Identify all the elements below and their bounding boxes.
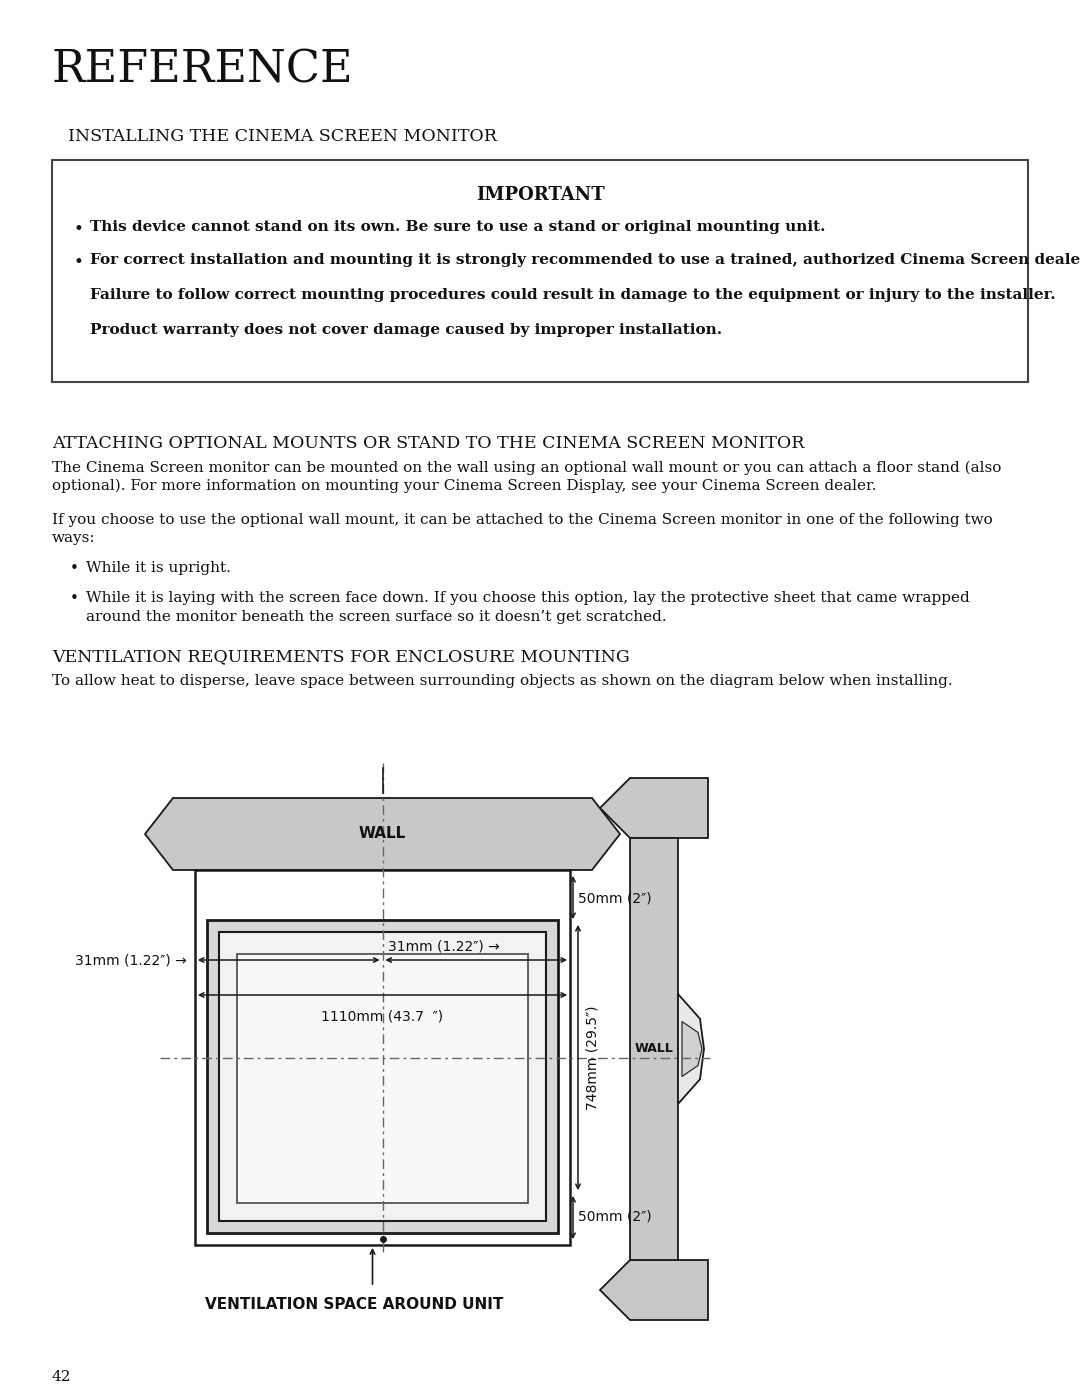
Text: VENTILATION REQUIREMENTS FOR ENCLOSURE MOUNTING: VENTILATION REQUIREMENTS FOR ENCLOSURE M… — [52, 648, 630, 665]
Text: Product warranty does not cover damage caused by improper installation.: Product warranty does not cover damage c… — [90, 323, 723, 337]
Polygon shape — [600, 778, 708, 838]
Text: •: • — [75, 219, 84, 237]
Polygon shape — [678, 995, 704, 1104]
Text: 31mm (1.22″) →: 31mm (1.22″) → — [76, 953, 187, 967]
Bar — [52, 161, 1028, 381]
Text: WALL: WALL — [635, 1042, 674, 1056]
Text: 50mm (2″): 50mm (2″) — [578, 891, 651, 905]
Text: 31mm (1.22″) →: 31mm (1.22″) → — [389, 940, 500, 954]
Text: WALL: WALL — [359, 827, 406, 841]
Text: 1110mm (43.7  ″): 1110mm (43.7 ″) — [322, 1009, 444, 1023]
Bar — [237, 954, 528, 1203]
Polygon shape — [145, 798, 620, 870]
Text: •: • — [70, 562, 79, 576]
Text: While it is upright.: While it is upright. — [86, 562, 231, 576]
Text: •: • — [75, 253, 84, 271]
Text: Failure to follow correct mounting procedures could result in damage to the equi: Failure to follow correct mounting proce… — [90, 288, 1055, 302]
Text: While it is laying with the screen face down. If you choose this option, lay the: While it is laying with the screen face … — [86, 591, 970, 605]
Bar — [207, 921, 558, 1234]
Text: VENTILATION SPACE AROUND UNIT: VENTILATION SPACE AROUND UNIT — [205, 1296, 503, 1312]
Text: INSTALLING THE CINEMA SCREEN MONITOR: INSTALLING THE CINEMA SCREEN MONITOR — [68, 129, 497, 145]
Bar — [630, 838, 678, 1260]
Bar — [195, 870, 570, 1245]
Text: This device cannot stand on its own. Be sure to use a stand or original mounting: This device cannot stand on its own. Be … — [90, 219, 825, 235]
Text: ways:: ways: — [52, 531, 96, 545]
Polygon shape — [681, 1021, 702, 1077]
Text: •: • — [70, 591, 79, 606]
Bar — [280, 876, 486, 894]
Text: 50mm (2″): 50mm (2″) — [578, 1210, 651, 1224]
Text: If you choose to use the optional wall mount, it can be attached to the Cinema S: If you choose to use the optional wall m… — [52, 513, 993, 527]
Text: optional). For more information on mounting your Cinema Screen Display, see your: optional). For more information on mount… — [52, 479, 877, 493]
Text: ATTACHING OPTIONAL MOUNTS OR STAND TO THE CINEMA SCREEN MONITOR: ATTACHING OPTIONAL MOUNTS OR STAND TO TH… — [52, 434, 805, 453]
Text: IMPORTANT: IMPORTANT — [475, 186, 605, 204]
Polygon shape — [600, 1260, 708, 1320]
Text: For correct installation and mounting it is strongly recommended to use a traine: For correct installation and mounting it… — [90, 253, 1080, 267]
Text: around the monitor beneath the screen surface so it doesn’t get scratched.: around the monitor beneath the screen su… — [86, 610, 666, 624]
Text: REFERENCE: REFERENCE — [52, 47, 353, 91]
Bar — [280, 894, 486, 900]
Text: 748mm (29.5″): 748mm (29.5″) — [586, 1006, 600, 1109]
Bar — [219, 932, 546, 1221]
Text: 42: 42 — [52, 1370, 71, 1384]
Text: To allow heat to disperse, leave space between surrounding objects as shown on t: To allow heat to disperse, leave space b… — [52, 673, 953, 687]
Text: The Cinema Screen monitor can be mounted on the wall using an optional wall moun: The Cinema Screen monitor can be mounted… — [52, 461, 1001, 475]
